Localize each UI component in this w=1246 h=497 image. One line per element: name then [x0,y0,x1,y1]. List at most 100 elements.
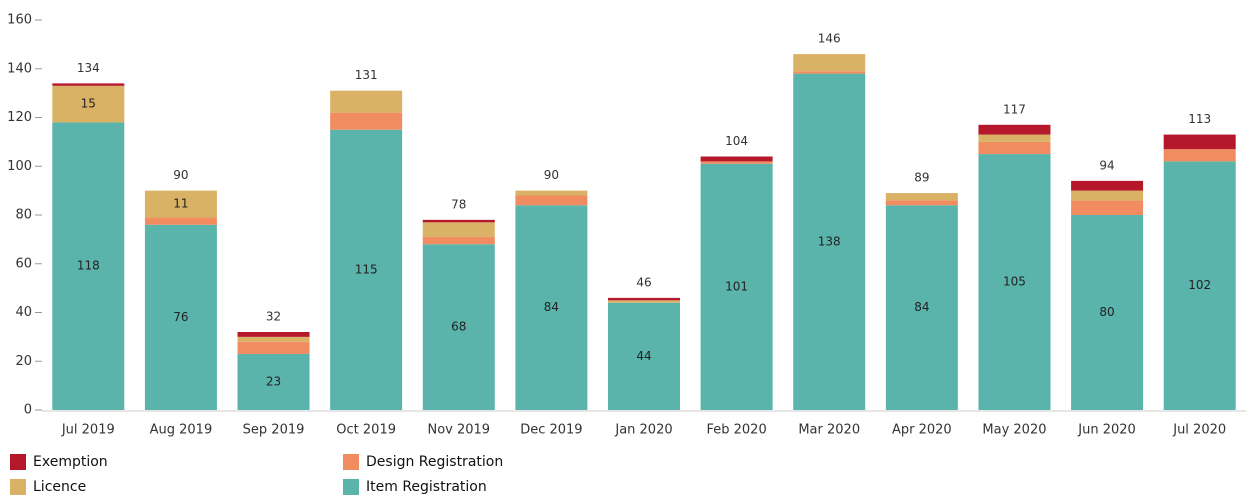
bar-segment [144,224,217,410]
x-tick-label: Apr 2020 [892,423,952,438]
total-label: 90 [173,168,188,182]
y-tick-label: 0 [24,403,32,418]
bar-segment [422,236,495,245]
bar-segment [608,302,680,410]
bar-segment [422,244,495,410]
bar-segment [1163,149,1236,162]
value-label: 101 [725,279,748,293]
bar-segment [1071,190,1144,201]
value-label: 15 [81,97,96,111]
bar-segment [52,83,125,86]
x-tick-label: Oct 2019 [336,423,396,438]
x-tick-label: Jul 2019 [61,423,115,438]
legend-swatch [343,454,359,470]
bar-segment [978,141,1051,155]
x-tick-label: Nov 2019 [427,423,490,438]
bar-segment [237,353,310,410]
x-tick-label: Jun 2020 [1077,423,1136,438]
total-label: 146 [818,32,841,46]
bar-segment [885,205,958,410]
x-tick-label: Sep 2019 [243,423,305,438]
bar-segment [144,217,217,225]
bar-segment [885,200,958,206]
total-label: 32 [266,310,281,324]
y-tick-label: 100 [7,159,32,174]
x-tick-label: Feb 2020 [706,423,766,438]
total-label: 113 [1188,112,1211,126]
bar-segment [700,161,773,164]
legend-label: Exemption [33,454,108,470]
total-label: 131 [355,68,378,82]
bar-segment [1163,134,1236,150]
x-tick-label: Mar 2020 [798,423,860,438]
bar-segment [237,336,310,342]
value-label: 138 [818,234,841,248]
total-label: 90 [544,168,559,182]
y-tick-label: 140 [7,61,32,76]
legend-swatch [343,479,359,495]
total-label: 89 [914,171,929,185]
bar-segment [515,190,588,196]
bar-segment [793,71,866,74]
value-label: 76 [173,310,188,324]
bar-segment [52,85,125,123]
legend-swatch [10,454,26,470]
bar-segment [330,90,403,113]
bar-segment [978,124,1051,135]
value-label: 11 [173,197,188,211]
bar-segment [330,129,403,410]
value-label: 115 [355,262,378,276]
x-tick-label: Aug 2019 [150,423,213,438]
total-label: 78 [451,197,466,211]
x-tick-label: Jul 2020 [1172,423,1226,438]
x-tick-label: Jan 2020 [614,423,672,438]
bar-segment [422,219,495,223]
x-tick-label: Dec 2019 [520,423,582,438]
y-tick-label: 40 [15,305,32,320]
total-label: 94 [1099,158,1114,172]
legend-label: Design Registration [366,454,503,470]
bar-segment [422,222,495,237]
legend-label: Item Registration [366,479,487,495]
value-label: 68 [451,320,466,334]
value-label: 44 [636,349,651,363]
value-label: 23 [266,374,281,388]
bar-segment [144,190,217,218]
bar-segment [330,112,403,130]
bar-segment [1071,180,1144,191]
value-label: 84 [914,300,929,314]
bar-segment [700,156,773,162]
bar-segment [515,205,588,410]
legend-label: Licence [33,479,86,495]
bar-segment [978,154,1051,410]
bar-segment [1163,161,1236,410]
total-label: 104 [725,134,748,148]
bar-segment [793,54,866,72]
bar-segment [52,122,125,410]
y-tick-label: 120 [7,110,32,125]
bar-segment [978,134,1051,142]
bar-segment [1071,215,1144,410]
y-tick-label: 80 [15,208,32,223]
y-tick-label: 60 [15,256,32,271]
bar-segment [885,193,958,201]
bar-segment [515,195,588,206]
x-tick-label: May 2020 [982,423,1046,438]
bar-segment [700,163,773,410]
total-label: 46 [636,275,651,289]
bar-segment [237,341,310,354]
bar-segment [608,300,680,303]
y-tick-label: 20 [15,354,32,369]
value-label: 102 [1188,278,1211,292]
total-label: 134 [77,61,100,75]
value-label: 84 [544,300,559,314]
value-label: 80 [1099,305,1114,319]
value-label: 118 [77,259,100,273]
bar-segment [237,332,310,337]
bar-segment [608,297,680,301]
bar-segment [793,73,866,410]
legend-swatch [10,479,26,495]
total-label: 117 [1003,102,1026,116]
y-tick-label: 160 [7,13,32,28]
